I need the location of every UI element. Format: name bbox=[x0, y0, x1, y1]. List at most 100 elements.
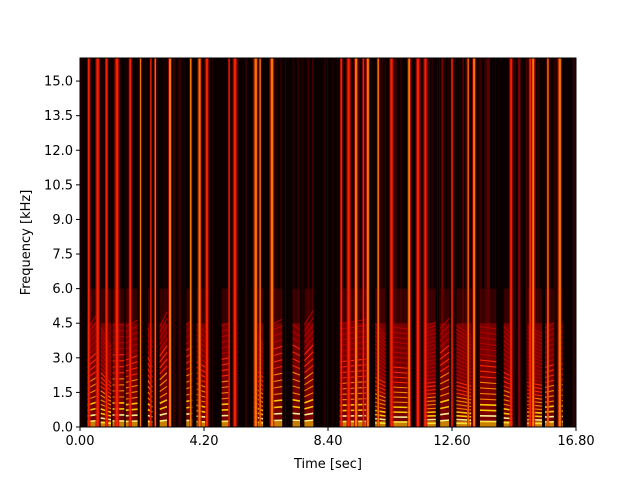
harmonic-line bbox=[159, 311, 168, 327]
y-tick-label: 10.5 bbox=[44, 178, 73, 193]
y-axis-label: Frequency [kHz] bbox=[19, 190, 34, 296]
noise-streak bbox=[297, 58, 300, 427]
voiced-energy-band bbox=[391, 323, 411, 427]
noise-streak bbox=[428, 58, 430, 427]
burst-core bbox=[390, 58, 393, 427]
noise-streak bbox=[142, 58, 143, 427]
harmonic-line bbox=[304, 378, 314, 386]
harmonic-line bbox=[479, 342, 497, 346]
harmonic-line bbox=[304, 358, 314, 368]
harmonic-line bbox=[304, 351, 314, 361]
noise-streak bbox=[358, 58, 360, 427]
burst-core bbox=[529, 58, 532, 427]
noise-streak bbox=[306, 58, 308, 427]
harmonic-line bbox=[159, 331, 168, 345]
y-tick-label: 12.0 bbox=[44, 144, 73, 159]
harmonic-line bbox=[339, 364, 367, 368]
burst-core bbox=[270, 58, 274, 427]
noise-streak bbox=[119, 58, 121, 427]
harmonic-line bbox=[159, 365, 168, 375]
harmonic-line bbox=[479, 392, 497, 395]
noise-streak bbox=[465, 58, 467, 427]
y-tick-label: 0.0 bbox=[52, 421, 73, 436]
harmonic-line bbox=[304, 392, 314, 398]
noise-streak bbox=[358, 58, 361, 427]
low-frequency-band bbox=[375, 421, 386, 427]
low-frequency-band bbox=[292, 421, 300, 427]
noise-streak bbox=[138, 58, 140, 427]
y-tick-label: 9.0 bbox=[52, 213, 73, 228]
x-tick-label: 16.80 bbox=[557, 434, 594, 449]
noise-streak bbox=[307, 58, 309, 427]
harmonic-line bbox=[221, 339, 230, 343]
noise-streak bbox=[465, 58, 467, 427]
noise-streak bbox=[236, 58, 239, 427]
burst-core bbox=[347, 58, 350, 427]
harmonic-line bbox=[339, 330, 367, 336]
noise-streak bbox=[182, 58, 185, 427]
harmonic-line bbox=[221, 357, 230, 360]
noise-streak bbox=[486, 58, 489, 427]
harmonic-line bbox=[544, 395, 554, 398]
harmonic-line bbox=[479, 398, 497, 401]
low-frequency-band bbox=[159, 421, 168, 427]
noise-streak bbox=[517, 58, 519, 427]
noise-streak bbox=[203, 58, 206, 427]
harmonic-line bbox=[304, 371, 314, 380]
y-tick-label: 3.0 bbox=[52, 351, 73, 366]
harmonic-line bbox=[479, 403, 497, 406]
noise-streak bbox=[80, 58, 82, 427]
noise-streak bbox=[301, 58, 303, 427]
harmonic-line bbox=[544, 384, 555, 388]
noise-streak bbox=[478, 58, 479, 427]
noise-streak bbox=[395, 58, 397, 427]
y-tick-label: 1.5 bbox=[52, 386, 73, 401]
noise-streak bbox=[553, 58, 556, 427]
harmonic-line bbox=[221, 334, 230, 338]
noise-streak bbox=[178, 58, 180, 427]
burst-core bbox=[190, 58, 192, 427]
harmonic-line bbox=[339, 352, 367, 357]
harmonic-line bbox=[439, 318, 450, 329]
harmonic-line bbox=[479, 381, 497, 385]
harmonic-line bbox=[440, 412, 450, 416]
noise-streak bbox=[245, 58, 247, 427]
noise-streak bbox=[437, 58, 438, 427]
harmonic-line bbox=[303, 324, 314, 337]
harmonic-line bbox=[440, 392, 450, 397]
low-frequency-band bbox=[391, 421, 411, 427]
noise-streak bbox=[462, 58, 464, 427]
burst-core bbox=[362, 58, 364, 427]
harmonic-line bbox=[292, 364, 301, 370]
burst-core bbox=[547, 58, 549, 427]
harmonic-line bbox=[479, 348, 497, 352]
burst-core bbox=[473, 58, 476, 427]
burst-core bbox=[154, 58, 156, 427]
harmonic-line bbox=[304, 385, 314, 392]
low-frequency-band bbox=[221, 421, 230, 427]
noise-streak bbox=[400, 58, 403, 427]
noise-streak bbox=[380, 58, 381, 427]
harmonic-line bbox=[439, 379, 450, 385]
noise-streak bbox=[279, 58, 282, 427]
harmonic-line bbox=[159, 385, 168, 393]
noise-streak bbox=[518, 58, 521, 427]
x-tick-label: 12.60 bbox=[433, 434, 470, 449]
burst-core bbox=[129, 58, 131, 427]
harmonic-line bbox=[159, 351, 168, 363]
noise-streak bbox=[144, 58, 147, 427]
noise-streak bbox=[332, 58, 334, 427]
noise-streak bbox=[422, 58, 425, 427]
noise-streak bbox=[285, 58, 286, 427]
harmonic-line bbox=[292, 330, 301, 337]
harmonic-line bbox=[544, 379, 555, 383]
harmonic-line bbox=[292, 337, 301, 344]
noise-streak bbox=[485, 58, 487, 427]
harmonic-line bbox=[339, 409, 367, 412]
noise-streak bbox=[173, 58, 175, 427]
harmonic-line bbox=[221, 368, 230, 372]
noise-streak bbox=[384, 58, 387, 427]
harmonic-line bbox=[544, 353, 555, 359]
harmonic-line bbox=[159, 324, 168, 339]
burst-core bbox=[198, 58, 201, 427]
